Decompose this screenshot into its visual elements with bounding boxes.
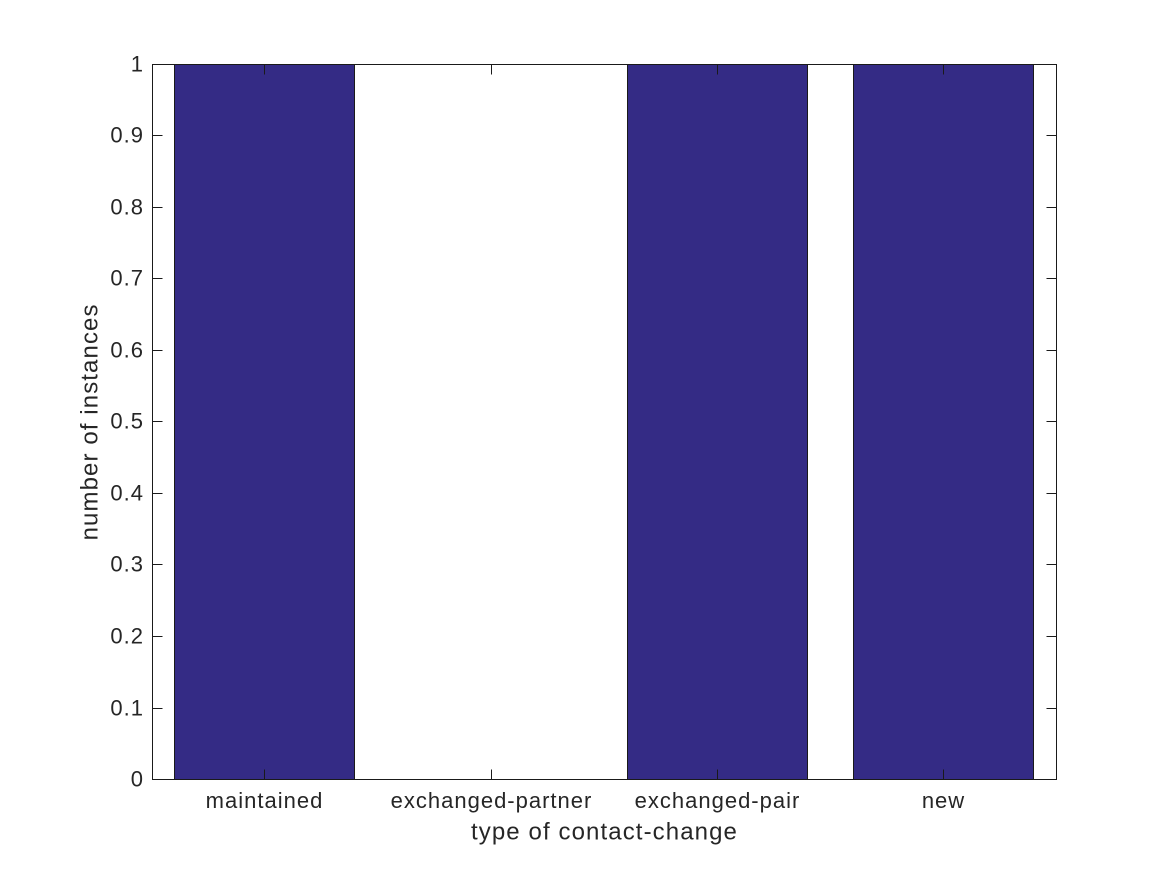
svg-text:0.4: 0.4 — [110, 481, 144, 506]
svg-text:0.6: 0.6 — [110, 338, 144, 363]
svg-text:0.3: 0.3 — [110, 552, 144, 577]
svg-text:number of instances: number of instances — [77, 303, 104, 540]
svg-text:exchanged-pair: exchanged-pair — [635, 788, 801, 813]
svg-text:1: 1 — [131, 52, 144, 77]
svg-text:new: new — [922, 788, 965, 813]
svg-text:0.9: 0.9 — [110, 123, 144, 148]
svg-text:0.8: 0.8 — [110, 195, 144, 220]
svg-text:0.7: 0.7 — [110, 266, 144, 291]
svg-text:exchanged-partner: exchanged-partner — [391, 788, 593, 813]
svg-text:0.2: 0.2 — [110, 624, 144, 649]
svg-text:maintained: maintained — [206, 788, 324, 813]
svg-text:0.1: 0.1 — [110, 696, 144, 721]
svg-text:0: 0 — [131, 767, 144, 792]
svg-text:0.5: 0.5 — [110, 409, 144, 434]
svg-text:type of contact-change: type of contact-change — [471, 819, 738, 846]
